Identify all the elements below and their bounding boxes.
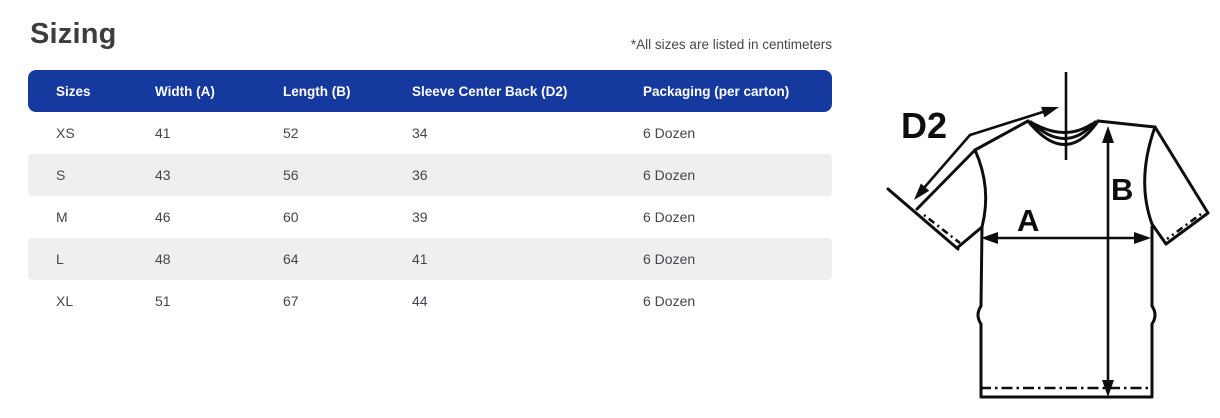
column-header-sleeve: Sleeve Center Back (D2) <box>412 83 568 99</box>
label-d2: D2 <box>901 105 947 146</box>
cell-packaging: 6 Dozen <box>643 167 696 183</box>
table-row-l: L 48 64 41 6 Dozen <box>28 238 832 280</box>
shirt-right-shoulder <box>1096 119 1157 129</box>
b-arrowhead-bottom <box>1102 380 1114 397</box>
cell-width: 48 <box>155 251 171 267</box>
table-row-xs: XS 41 52 34 6 Dozen <box>28 112 832 154</box>
d2-arrow-diagonal-segment <box>921 133 972 191</box>
cell-width: 41 <box>155 125 171 141</box>
sizing-table: Sizes Width (A) Length (B) Sleeve Center… <box>28 70 832 322</box>
a-arrowhead-right <box>1134 232 1151 244</box>
cell-packaging: 6 Dozen <box>643 251 696 267</box>
column-header-length: Length (B) <box>283 83 351 99</box>
d2-arrowhead-cuff <box>914 183 930 200</box>
cell-size: XL <box>56 293 74 309</box>
cell-length: 52 <box>283 125 299 141</box>
d2-arrow-top-segment <box>968 109 1048 137</box>
tshirt-measurement-diagram-icon: D2 A B <box>886 72 1210 399</box>
shirt-body <box>976 225 1157 399</box>
cell-length: 56 <box>283 167 299 183</box>
cell-length: 64 <box>283 251 299 267</box>
cell-packaging: 6 Dozen <box>643 209 696 225</box>
shirt-collar-band <box>1029 120 1097 140</box>
column-header-width: Width (A) <box>155 83 215 99</box>
cell-sleeve: 36 <box>412 167 428 183</box>
page-title: Sizing <box>30 18 117 50</box>
cell-size: M <box>56 209 68 225</box>
cell-length: 60 <box>283 209 299 225</box>
column-header-sizes: Sizes <box>56 83 91 99</box>
cell-sleeve: 41 <box>412 251 428 267</box>
cell-sleeve: 34 <box>412 125 428 141</box>
column-header-packaging: Packaging (per carton) <box>643 83 790 99</box>
shirt-collar-neckline <box>1032 122 1094 134</box>
units-note: *All sizes are listed in centimeters <box>630 37 832 52</box>
cell-width: 43 <box>155 167 171 183</box>
shirt-right-armhole <box>1143 125 1157 226</box>
cell-size: S <box>56 167 66 183</box>
table-row-s: S 43 56 36 6 Dozen <box>28 154 832 196</box>
cell-width: 46 <box>155 209 171 225</box>
right-cuff-stitch-dashes <box>1166 212 1202 241</box>
cell-packaging: 6 Dozen <box>643 125 696 141</box>
table-row-m: M 46 60 39 6 Dozen <box>28 196 832 238</box>
shirt-left-cuff-line <box>886 187 960 251</box>
table-row-xl: XL 51 67 44 6 Dozen <box>28 280 832 322</box>
shirt-right-sleeve <box>1150 125 1210 246</box>
cell-size: L <box>56 251 64 267</box>
d2-arrowhead-right <box>1041 106 1059 118</box>
cell-packaging: 6 Dozen <box>643 293 696 309</box>
label-a: A <box>1017 203 1039 238</box>
label-b: B <box>1111 172 1133 207</box>
table-header-row: Sizes Width (A) Length (B) Sleeve Center… <box>28 70 832 112</box>
left-cuff-stitch-dashes <box>923 213 961 245</box>
cell-sleeve: 44 <box>412 293 428 309</box>
shirt-left-underarm <box>955 225 984 250</box>
b-arrowhead-top <box>1102 126 1114 143</box>
cell-sleeve: 39 <box>412 209 428 225</box>
shirt-collar-outer <box>1026 119 1100 146</box>
shirt-left-armhole <box>973 148 988 229</box>
cell-length: 67 <box>283 293 299 309</box>
cell-size: XS <box>56 125 75 141</box>
cell-width: 51 <box>155 293 171 309</box>
a-arrowhead-left <box>981 232 998 244</box>
